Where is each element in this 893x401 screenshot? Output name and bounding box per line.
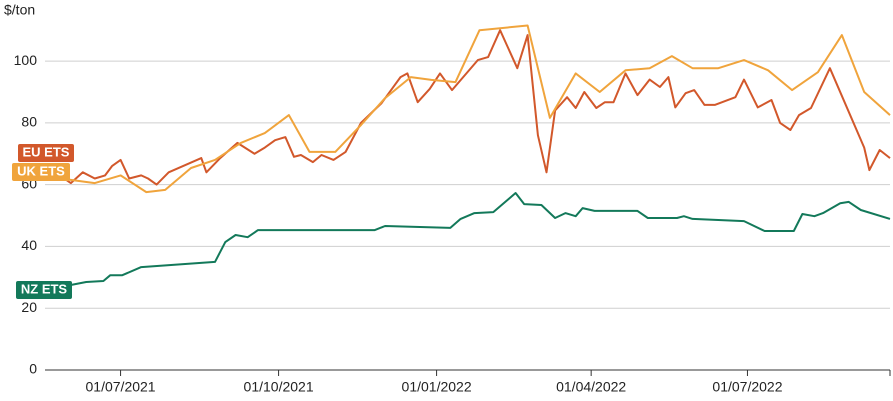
series-label-box <box>12 163 70 181</box>
series-line <box>44 24 891 194</box>
y-axis-label: $/ton <box>4 2 35 18</box>
x-tick-label: 01/07/2021 <box>86 379 156 395</box>
series-label-box <box>16 281 72 299</box>
y-tick-label: 80 <box>21 114 37 130</box>
series-label: UK ETS <box>17 163 65 178</box>
series-label: NZ ETS <box>21 281 68 296</box>
x-tick-label: 01/10/2021 <box>244 379 314 395</box>
y-tick-label: 40 <box>21 237 37 253</box>
series-line <box>44 192 891 291</box>
x-tick-label: 01/01/2022 <box>402 379 472 395</box>
series-line <box>54 29 891 186</box>
series-label-box <box>18 144 74 162</box>
y-tick-label: 20 <box>21 299 37 315</box>
y-tick-label: 0 <box>29 361 37 377</box>
x-tick-label: 01/07/2022 <box>712 379 782 395</box>
x-tick-label: 01/04/2022 <box>556 379 626 395</box>
y-tick-label: 100 <box>14 52 38 68</box>
series-label: EU ETS <box>23 144 70 159</box>
